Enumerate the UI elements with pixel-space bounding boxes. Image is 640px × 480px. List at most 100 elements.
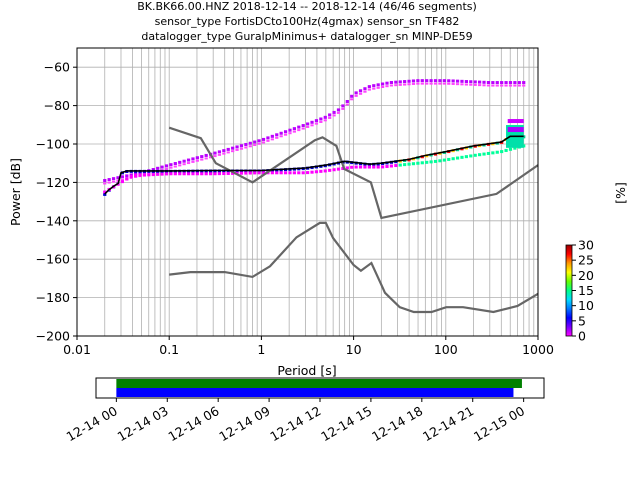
grid bbox=[76, 48, 538, 337]
psd-cell-upper bbox=[120, 175, 124, 179]
psd-cell-upper bbox=[244, 146, 248, 149]
psd-cell-upper bbox=[323, 115, 327, 119]
psd-cell-lower bbox=[125, 177, 129, 181]
psd-cell-upper bbox=[129, 176, 133, 179]
timeline-tick-label: 12-14 15 bbox=[318, 403, 374, 444]
psd-cell-lower bbox=[460, 155, 464, 159]
timeline-tick-label: 12-14 03 bbox=[115, 403, 171, 444]
psd-cell-upper bbox=[504, 81, 508, 85]
psd-longperiod-top bbox=[507, 119, 524, 124]
psd-cell-lower bbox=[297, 171, 301, 175]
psd-cell-upper bbox=[173, 162, 177, 166]
title-line-3: datalogger_type GuralpMinimus+ datalogge… bbox=[141, 30, 472, 43]
psd-cell-upper bbox=[116, 179, 120, 182]
psd-cell-upper bbox=[328, 116, 332, 119]
psd-cell-lower bbox=[469, 154, 473, 158]
psd-cell-upper bbox=[389, 84, 394, 87]
psd-cell-upper bbox=[336, 111, 341, 114]
psd-cell-upper bbox=[186, 162, 191, 165]
psd-cell-upper bbox=[314, 119, 319, 123]
psd-cell-upper bbox=[433, 82, 438, 85]
psd-cell-upper bbox=[297, 129, 301, 132]
psd-cell-lower bbox=[332, 168, 336, 172]
x-tick-label: 1 bbox=[257, 342, 265, 357]
psd-cell-upper bbox=[301, 127, 305, 130]
psd-cell-upper bbox=[394, 80, 398, 84]
psd-cell-upper bbox=[103, 182, 107, 185]
y-tick-label: −60 bbox=[44, 60, 70, 75]
psd-cell-lower bbox=[345, 166, 349, 170]
psd-cell-lower bbox=[455, 156, 460, 160]
psd-cell-lower bbox=[425, 160, 429, 164]
psd-cell-upper bbox=[169, 166, 173, 169]
psd-cell-lower bbox=[213, 172, 217, 176]
psd-cell-lower bbox=[411, 162, 416, 166]
psd-cell-lower bbox=[482, 152, 486, 156]
psd-cell-upper bbox=[389, 80, 394, 84]
psd-cell-lower bbox=[134, 174, 138, 178]
psd-cell-upper bbox=[429, 79, 433, 83]
psd-cell-lower bbox=[473, 153, 477, 157]
psd-cell-lower bbox=[438, 159, 442, 163]
psd-cell-upper bbox=[403, 80, 407, 84]
psd-cell-lower bbox=[222, 172, 226, 176]
psd-cell-upper bbox=[394, 84, 398, 87]
psd-cell-upper bbox=[341, 107, 345, 110]
x-axis-label: Period [s] bbox=[277, 363, 336, 378]
psd-cell-lower bbox=[208, 172, 213, 176]
psd-longperiod-top bbox=[507, 127, 524, 133]
psd-cell-lower bbox=[385, 164, 389, 168]
psd-cell-upper bbox=[513, 81, 517, 85]
psd-cell-upper bbox=[195, 156, 199, 160]
psd-cell-upper bbox=[222, 152, 226, 155]
psd-cell-lower bbox=[217, 172, 222, 176]
psd-cell-upper bbox=[380, 82, 385, 86]
psd-cell-lower bbox=[336, 167, 341, 171]
psd-cell-upper bbox=[425, 79, 429, 83]
psd-cell-upper bbox=[244, 142, 248, 146]
psd-cell-lower bbox=[169, 172, 173, 176]
colorbar-tick-label: 25 bbox=[578, 253, 594, 268]
psd-cell-upper bbox=[270, 134, 274, 138]
psd-cell-upper bbox=[186, 158, 191, 162]
psd-cell-upper bbox=[420, 79, 424, 83]
psd-cell-upper bbox=[310, 120, 314, 124]
psd-cell-upper bbox=[464, 80, 468, 84]
psd-cell-upper bbox=[398, 83, 402, 86]
psd-cell-upper bbox=[261, 141, 266, 144]
timeline-bar bbox=[116, 388, 514, 397]
psd-cell-lower bbox=[513, 146, 517, 150]
psd-cell-lower bbox=[486, 151, 491, 155]
psd-cell-lower bbox=[350, 165, 354, 169]
x-axis-ticks: 0.01 0.1 1 10 100 1000 bbox=[63, 336, 554, 357]
psd-cell-upper bbox=[345, 103, 349, 106]
psd-cell-upper bbox=[354, 94, 358, 97]
psd-cell-upper bbox=[455, 83, 460, 86]
psd-cell-upper bbox=[438, 82, 442, 85]
psd-cell-upper bbox=[372, 84, 376, 88]
psd-cell-upper bbox=[279, 131, 283, 135]
psd-cell-upper bbox=[425, 82, 429, 85]
psd-cell-lower bbox=[103, 190, 107, 194]
psd-cell-lower bbox=[257, 171, 261, 175]
psd-cell-upper bbox=[464, 83, 468, 86]
psd-cell-upper bbox=[354, 91, 358, 95]
y-tick-label: −100 bbox=[36, 137, 70, 152]
psd-cell-upper bbox=[319, 120, 323, 123]
psd-cell-upper bbox=[191, 160, 195, 163]
psd-cell-upper bbox=[134, 176, 138, 179]
psd-cell-lower bbox=[420, 161, 424, 165]
psd-cell-lower bbox=[464, 155, 468, 159]
psd-cell-upper bbox=[385, 81, 389, 85]
colorbar-tick-label: 0 bbox=[578, 329, 586, 344]
psd-cell-lower bbox=[129, 174, 133, 178]
colorbar-tick-label: 5 bbox=[578, 313, 586, 328]
psd-cell-lower bbox=[173, 172, 177, 176]
psd-cell-upper bbox=[275, 133, 279, 137]
psd-cell-upper bbox=[200, 155, 204, 159]
psd-cell-upper bbox=[231, 150, 235, 153]
psd-cell-upper bbox=[120, 178, 124, 181]
psd-cell-upper bbox=[363, 87, 367, 91]
